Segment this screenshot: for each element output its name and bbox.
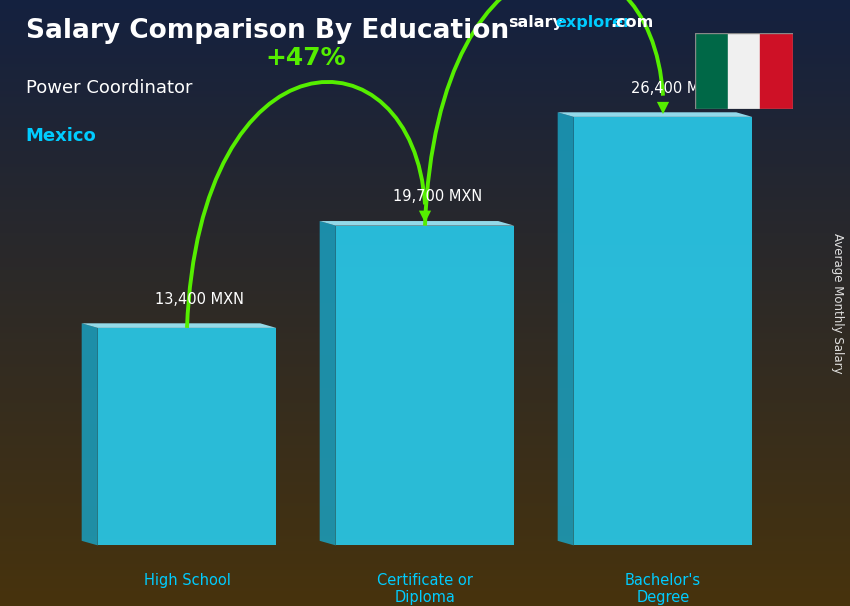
- Text: 26,400 MXN: 26,400 MXN: [631, 81, 720, 96]
- Text: Certificate or
Diploma: Certificate or Diploma: [377, 573, 473, 605]
- Text: salary: salary: [508, 15, 564, 30]
- Polygon shape: [82, 324, 98, 545]
- Polygon shape: [82, 324, 276, 328]
- Bar: [728, 33, 761, 109]
- Polygon shape: [558, 112, 574, 545]
- Text: .com: .com: [610, 15, 654, 30]
- Polygon shape: [574, 117, 752, 545]
- Polygon shape: [320, 221, 514, 225]
- Text: High School: High School: [144, 573, 230, 588]
- Text: explorer: explorer: [555, 15, 632, 30]
- Text: Average Monthly Salary: Average Monthly Salary: [830, 233, 844, 373]
- Bar: [695, 33, 728, 109]
- Text: Power Coordinator: Power Coordinator: [26, 79, 192, 97]
- Polygon shape: [98, 328, 276, 545]
- Polygon shape: [320, 221, 336, 545]
- Text: Mexico: Mexico: [26, 127, 96, 145]
- Text: 13,400 MXN: 13,400 MXN: [156, 291, 244, 307]
- Text: Bachelor's
Degree: Bachelor's Degree: [625, 573, 701, 605]
- Polygon shape: [336, 225, 514, 545]
- Polygon shape: [558, 112, 752, 117]
- Text: 19,700 MXN: 19,700 MXN: [393, 190, 483, 204]
- Text: Salary Comparison By Education: Salary Comparison By Education: [26, 18, 508, 44]
- Text: +47%: +47%: [266, 46, 346, 70]
- Bar: [761, 33, 793, 109]
